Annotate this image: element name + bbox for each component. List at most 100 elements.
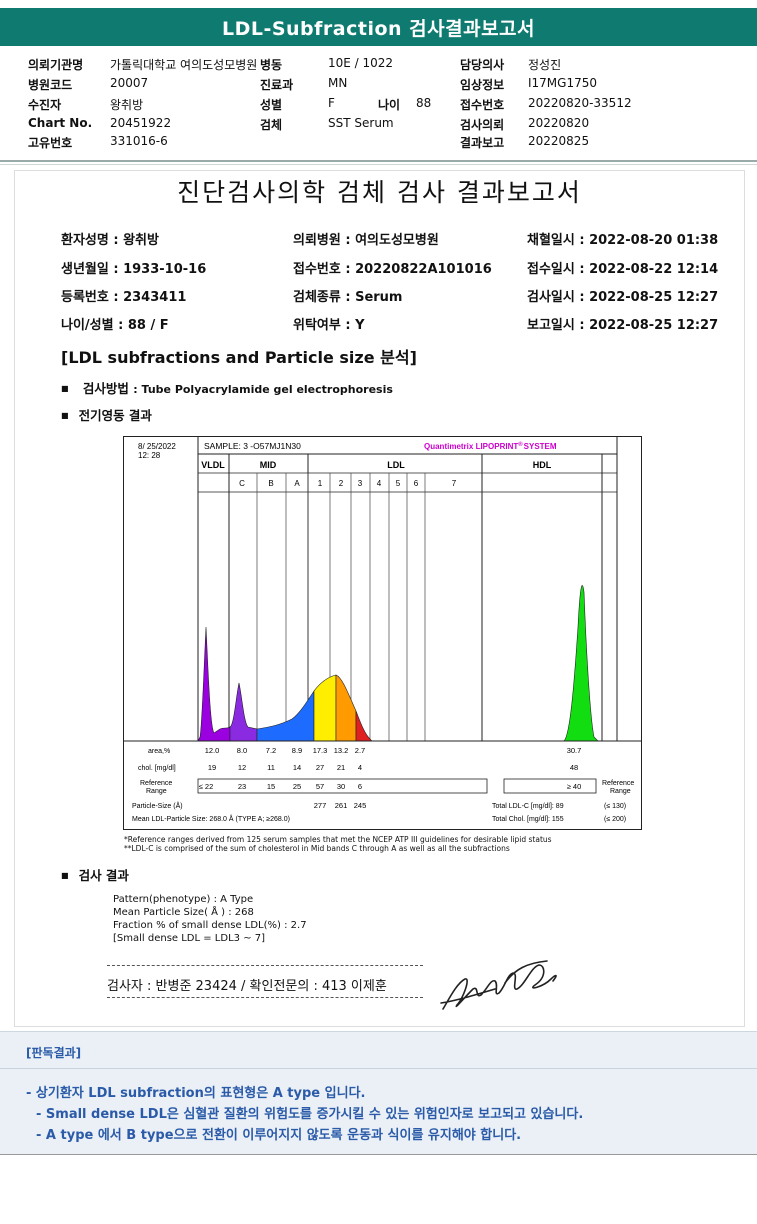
chart-sample: SAMPLE: 3 -O57MJ1N30	[204, 441, 301, 451]
band-label-2: 2	[339, 479, 344, 488]
chol-value: 14	[293, 763, 301, 772]
signature-stroke	[440, 960, 557, 1010]
info-value: 10E / 1022	[328, 56, 394, 70]
curve-region-hdl	[563, 585, 599, 742]
signature-line: 검사자 : 반병준 23424 / 확인전문의 : 413 이제훈	[107, 979, 387, 994]
result-fraction: Fraction % of small dense LDL(%) : 2.7	[113, 920, 307, 931]
collection-time: 채혈일시 : 2022-08-20 01:38	[527, 233, 719, 248]
info-value: I17MG1750	[528, 76, 597, 90]
interpretation-label: [판독결과]	[26, 1046, 82, 1060]
area-value: 8.9	[292, 746, 302, 755]
area-value: 12.0	[205, 746, 220, 755]
interpretation-line-2: - Small dense LDL은 심혈관 질환의 위험도를 증가시킬 수 있…	[36, 1107, 584, 1122]
info-label: 검사의뢰	[460, 118, 505, 132]
chart-date: 8/ 25/2022	[138, 442, 176, 451]
footnote-reference: *Reference ranges derived from 125 serum…	[124, 835, 552, 844]
chol-value: 48	[570, 763, 578, 772]
area-value: 8.0	[237, 746, 247, 755]
band-label-5: 5	[396, 479, 401, 488]
chol-value: 27	[316, 763, 324, 772]
info-value: 20451922	[110, 116, 172, 130]
info-value: 20220820	[528, 116, 590, 130]
total-ldl-c: Total LDL-C [mg/dl]: 89	[492, 803, 564, 810]
age-sex: 나이/성별 : 88 / F	[61, 318, 169, 333]
band-label-1: 1	[318, 479, 323, 488]
table-values: 12.0 8.0 7.2 8.9 17.3 13.2 2.7 30.7 19 12 11 14 27 21…	[199, 746, 582, 810]
divider	[0, 164, 757, 165]
particle-size-value: 277	[314, 801, 327, 810]
method-line: 검사방법 : Tube Polyacrylamide gel electroph…	[61, 378, 393, 397]
method-label: 검사방법	[82, 381, 129, 396]
panel-divider	[0, 1068, 757, 1069]
info-label: 접수번호	[460, 98, 505, 112]
chart-brand-reg: ®	[518, 441, 523, 448]
total-chol: Total Chol. [mg/dl]: 155	[492, 816, 564, 823]
report-time: 보고일시 : 2022-08-25 12:27	[527, 318, 719, 333]
group-label-ldl: LDL	[387, 460, 405, 470]
chart-brand-name: Quantimetrix LIPOPRINT	[424, 442, 518, 451]
patient-name: 환자성명 : 왕취방	[61, 233, 159, 248]
info-value: 20220820-33512	[528, 96, 632, 110]
curve-region-red	[355, 710, 373, 742]
accession-number: 접수번호 : 20220822A101016	[293, 262, 492, 277]
group-label-hdl: HDL	[533, 460, 552, 470]
info-value: SST Serum	[328, 116, 394, 130]
info-label: 고유번호	[28, 136, 73, 150]
curve-region-blue	[256, 690, 315, 742]
result-pattern: Pattern(phenotype) : A Type	[113, 894, 254, 905]
particle-size-value: 261	[335, 801, 348, 810]
total-ldl-ref: (≤ 130)	[604, 803, 626, 810]
band-label-b: B	[268, 479, 273, 488]
electrophoresis-chart: 8/ 25/2022 12: 28 SAMPLE: 3 -O57MJ1N30 Q…	[123, 436, 642, 830]
band-label-3: 3	[358, 479, 363, 488]
area-value: 2.7	[355, 746, 365, 755]
ref-right-label: Reference Range	[602, 780, 634, 795]
band-label-a: A	[294, 479, 300, 488]
particle-size-value: 245	[354, 801, 367, 810]
dashed-rule	[107, 997, 423, 998]
total-chol-ref: (≤ 200)	[604, 816, 626, 823]
result-label: 검사 결과	[61, 865, 129, 884]
group-labels: VLDL MID LDL HDL	[201, 454, 603, 741]
footnote-ldl-c: **LDL-C is comprised of the sum of chole…	[124, 844, 510, 853]
report-header-title: LDL-Subfraction 검사결과보고서	[0, 8, 757, 46]
info-label: 병동	[260, 58, 283, 72]
band-labels: C B A 1 2 3 4 5 6 7	[239, 479, 457, 488]
ref-value: ≥ 40	[567, 782, 582, 791]
curve-region-mid	[229, 682, 258, 742]
densitometry-curve	[197, 585, 599, 742]
ref-value: 23	[238, 782, 246, 791]
specimen-type: 검체종류 : Serum	[293, 290, 403, 305]
ref-row-label: Reference Range	[140, 780, 172, 795]
info-label: 진료과	[260, 78, 294, 92]
section-title: [LDL subfractions and Particle size 분석]	[61, 348, 417, 367]
band-label-6: 6	[414, 479, 419, 488]
chol-row-label: chol. [mg/dl]	[138, 765, 176, 772]
info-value: 20007	[110, 76, 149, 90]
info-label: 병원코드	[28, 78, 73, 92]
area-value: 30.7	[567, 746, 582, 755]
band-label-7: 7	[452, 479, 457, 488]
electrophoresis-label-text: 전기영동 결과	[78, 408, 152, 423]
group-label-mid: MID	[260, 460, 277, 470]
band-label-4: 4	[377, 479, 382, 488]
info-value: 331016-6	[110, 134, 168, 148]
curve-region-vldl	[197, 626, 231, 742]
info-value: 왕취방	[110, 98, 144, 112]
ref-value: 25	[293, 782, 301, 791]
info-value: F	[328, 96, 335, 110]
divider	[0, 160, 757, 162]
info-label: 의뢰기관명	[28, 58, 84, 72]
interpretation-line-1: - 상기환자 LDL subfraction의 표현형은 A type 입니다.	[26, 1086, 366, 1101]
curve-region-yellow	[313, 674, 337, 742]
lab-report-page: 진단검사의학 검체 검사 결과보고서 환자성명 : 왕취방 의뢰병원 : 여의도…	[14, 170, 745, 1027]
chart-brand-system: SYSTEM	[524, 442, 557, 451]
info-label: 담당의사	[460, 58, 505, 72]
ldl-reference-box	[197, 778, 488, 794]
curve-region-orange	[335, 674, 357, 742]
mean-particle-size: Mean LDL-Particle Size: 268.0 Å (TYPE A;…	[132, 814, 290, 823]
chol-value: 21	[337, 763, 345, 772]
area-value: 17.3	[313, 746, 328, 755]
requesting-hospital: 의뢰병원 : 여의도성모병원	[293, 233, 439, 248]
ref-value: 6	[358, 782, 362, 791]
